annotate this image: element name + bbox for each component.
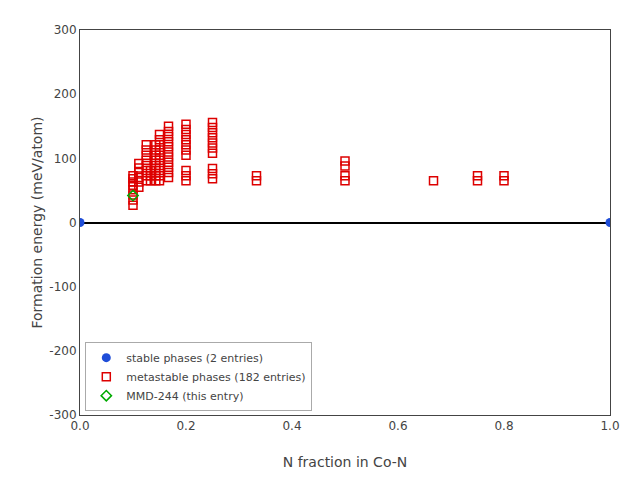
svg-text:0: 0: [69, 216, 77, 230]
svg-text:-300: -300: [49, 408, 76, 422]
svg-text:metastable phases (182 entries: metastable phases (182 entries): [126, 371, 305, 384]
svg-text:0.2: 0.2: [176, 419, 195, 433]
svg-text:N fraction in Co-N: N fraction in Co-N: [283, 454, 408, 470]
svg-text:100: 100: [54, 152, 77, 166]
svg-text:0.8: 0.8: [494, 419, 513, 433]
svg-text:Formation energy (meV/atom): Formation energy (meV/atom): [29, 116, 45, 328]
svg-text:200: 200: [54, 87, 77, 101]
svg-text:300: 300: [54, 23, 77, 37]
svg-text:-100: -100: [49, 280, 76, 294]
svg-text:stable phases (2 entries): stable phases (2 entries): [126, 352, 263, 365]
svg-text:0.0: 0.0: [70, 419, 89, 433]
svg-text:MMD-244 (this entry): MMD-244 (this entry): [126, 390, 243, 403]
svg-text:-200: -200: [49, 344, 76, 358]
svg-text:0.6: 0.6: [388, 419, 407, 433]
svg-text:0.4: 0.4: [282, 419, 301, 433]
svg-text:1.0: 1.0: [600, 419, 619, 433]
